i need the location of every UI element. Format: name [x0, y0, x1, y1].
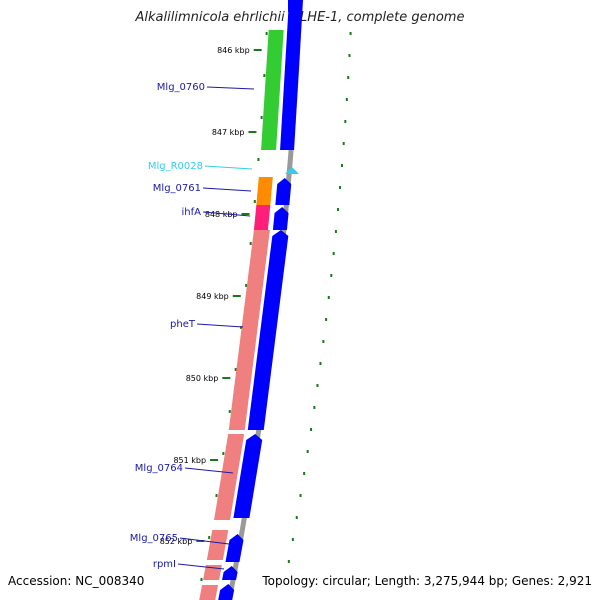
gene-label-mlg-0761[interactable]: Mlg_0761 [153, 183, 201, 194]
guide-dot [306, 450, 309, 453]
tick-label: 848 kbp [205, 210, 238, 219]
guide-dot [265, 32, 268, 35]
guide-dot [327, 296, 330, 299]
gene-block-pink[interactable] [253, 205, 271, 230]
tick-mark [248, 131, 257, 133]
tick-mark [210, 459, 219, 461]
gene-label-mlg-0760[interactable]: Mlg_0760 [157, 82, 205, 93]
cds-arrow[interactable] [288, 0, 302, 12]
gene-block-salmon[interactable] [228, 230, 270, 430]
rna-marker[interactable] [285, 167, 299, 174]
label-leader-line [196, 323, 244, 328]
right-gene-lane [218, 0, 303, 600]
cds-arrow[interactable] [275, 178, 292, 205]
footer: Accession: NC_008340 Topology: circular;… [0, 574, 600, 590]
guide-dot [313, 406, 316, 409]
accession-text: Accession: NC_008340 [8, 574, 149, 588]
guide-dot [287, 560, 290, 563]
guide-dot [263, 74, 266, 77]
cds-arrow[interactable] [218, 584, 235, 600]
guide-dot [339, 186, 342, 189]
gene-block-salmon[interactable] [206, 530, 229, 560]
guide-dot [347, 76, 350, 79]
label-leader-line [184, 467, 234, 474]
guide-dot [240, 326, 243, 329]
gene-block-salmon[interactable] [214, 434, 245, 520]
guide-dot [310, 428, 313, 431]
label-leader-line [204, 165, 253, 170]
tick-mark [222, 377, 231, 379]
guide-dot [349, 32, 352, 35]
gene-label-mlg-r0028[interactable]: Mlg_R0028 [148, 161, 203, 172]
guide-dot [348, 54, 351, 57]
tick-label: 846 kbp [217, 46, 250, 55]
tick-label: 852 kbp [160, 537, 193, 546]
label-leader-line [202, 211, 251, 217]
guide-dot [208, 536, 211, 539]
tick-mark [232, 295, 241, 297]
guide-dot [260, 116, 263, 119]
guide-dot [325, 318, 328, 321]
guide-dot [291, 538, 294, 541]
guide-dot [334, 230, 337, 233]
label-leader-line [206, 86, 255, 90]
gene-block-orange[interactable] [256, 177, 273, 205]
guide-dot [316, 384, 319, 387]
guide-dot [340, 164, 343, 167]
gene-label-rpmi[interactable]: rpmI [153, 559, 176, 570]
label-leader-line [179, 537, 230, 545]
gene-block-green[interactable] [261, 30, 284, 150]
guide-dot [344, 120, 347, 123]
guide-dot [295, 516, 298, 519]
guide-dot [249, 242, 252, 245]
tick-label: 851 kbp [173, 456, 206, 465]
tick-marks: 846 kbp 847 kbp 848 kbp 849 kbp 850 kbp 851 k… [160, 46, 262, 546]
guide-dot [257, 158, 260, 161]
gene-label-phet[interactable]: pheT [170, 319, 196, 330]
guide-dot [215, 494, 218, 497]
cds-arrow[interactable] [222, 566, 238, 580]
tick-label: 850 kbp [186, 374, 219, 383]
cds-arrow[interactable] [280, 0, 303, 150]
label-leader-line [202, 187, 252, 192]
gene-block-salmon[interactable] [199, 585, 219, 600]
guide-dot [299, 494, 302, 497]
guide-dot [337, 208, 340, 211]
guide-dot [200, 578, 203, 581]
tick-mark [253, 49, 262, 51]
gene-label-mlg-0764[interactable]: Mlg_0764 [135, 463, 183, 474]
guide-dot [322, 340, 325, 343]
tick-label: 847 kbp [212, 128, 245, 137]
gene-label-ihfa[interactable]: ihfA [182, 207, 202, 218]
guide-dot [319, 362, 322, 365]
gene-label-mlg-0765[interactable]: Mlg_0765 [130, 533, 178, 544]
guide-dot [234, 368, 237, 371]
tick-label: 849 kbp [196, 292, 229, 301]
gene-labels: Mlg_0760 Mlg_R0028 Mlg_0761 ihfA pheT Mlg_076… [130, 82, 255, 570]
guide-dot [245, 284, 248, 287]
tick-mark [196, 540, 205, 542]
cds-arrow[interactable] [272, 207, 289, 230]
label-leader-line [177, 563, 225, 570]
guide-dot [345, 98, 348, 101]
guide-dot [228, 410, 231, 413]
guide-dot [332, 252, 335, 255]
tick-mark [241, 213, 250, 215]
guide-dot [330, 274, 333, 277]
guide-dot [222, 452, 225, 455]
cds-arrow[interactable] [233, 434, 263, 518]
cds-arrow[interactable] [247, 230, 289, 430]
summary-text: Topology: circular; Length: 3,275,944 bp… [258, 574, 592, 588]
cds-arrow[interactable] [225, 534, 244, 562]
guide-dot [342, 142, 345, 145]
left-gene-lane [199, 30, 284, 600]
guide-dot [253, 200, 256, 203]
guide-dot [303, 472, 306, 475]
